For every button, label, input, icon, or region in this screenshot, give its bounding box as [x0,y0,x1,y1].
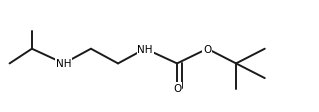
Text: NH: NH [56,59,71,69]
Text: O: O [173,84,181,93]
Text: O: O [203,44,211,54]
Text: NH: NH [137,44,153,54]
